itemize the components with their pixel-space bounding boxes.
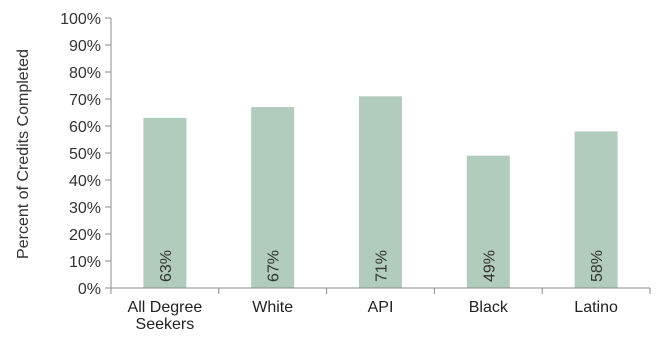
category-label: White [252, 299, 293, 316]
category-label: Seekers [136, 316, 195, 333]
y-tick-label: 0% [78, 281, 101, 298]
bar [359, 96, 402, 288]
y-axis-label-group: Percent of Credits Completed [15, 49, 32, 259]
bar [143, 117, 187, 289]
y-tick-label: 30% [69, 200, 101, 217]
bar [574, 131, 618, 288]
category-label: Latino [574, 299, 618, 316]
y-tick-label: 100% [60, 11, 101, 28]
bar [466, 155, 510, 288]
category-label: All Degree [128, 299, 203, 316]
data-label: 67% [266, 250, 283, 282]
category-label: Black [469, 299, 509, 316]
y-tick-label: 40% [69, 173, 101, 190]
bars [143, 96, 618, 289]
data-label: 63% [158, 250, 175, 282]
y-tick-label: 90% [69, 38, 101, 55]
y-tick-label: 20% [69, 227, 101, 244]
data-labels: 63% 67% 71% 49% 58% [158, 250, 606, 282]
axes [110, 18, 651, 294]
y-tick-label: 80% [69, 65, 101, 82]
y-axis-ticks: 0% 10% 20% 30% 40% 50% 60% 70% 80% 90% 100% [60, 11, 111, 298]
y-tick-label: 10% [69, 254, 101, 271]
bar [251, 107, 295, 288]
data-label: 58% [589, 250, 606, 282]
y-tick-label: 50% [69, 146, 101, 163]
y-tick-label: 60% [69, 119, 101, 136]
data-label: 49% [481, 250, 498, 282]
data-label: 71% [374, 250, 391, 282]
y-axis-label: Percent of Credits Completed [15, 49, 32, 259]
category-label: API [368, 299, 394, 316]
y-tick-label: 70% [69, 92, 101, 109]
